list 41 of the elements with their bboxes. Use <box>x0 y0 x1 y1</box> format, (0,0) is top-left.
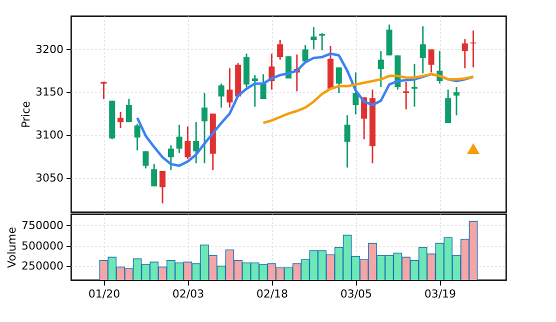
y-tick-label: 3200 <box>36 42 64 56</box>
candlestick <box>160 170 166 204</box>
candlestick <box>252 74 258 108</box>
candlestick <box>352 72 359 116</box>
candlestick <box>310 26 317 50</box>
candlestick <box>420 26 426 74</box>
candlestick <box>168 144 174 171</box>
candlestick <box>411 63 418 108</box>
candlestick <box>184 126 191 160</box>
candlestick <box>226 67 233 108</box>
y-tick-label: 750000 <box>22 218 64 232</box>
x-tick-label: 02/03 <box>172 288 204 300</box>
candlestick <box>344 114 350 168</box>
y-axis-title: Price <box>20 100 33 128</box>
candlestick <box>428 48 434 74</box>
x-tick-label: 03/05 <box>340 288 372 300</box>
x-tick-label: 02/18 <box>256 288 288 300</box>
candlestick <box>193 121 200 164</box>
candlestick <box>202 92 208 164</box>
candlestick <box>277 39 284 60</box>
candlestick <box>470 30 476 68</box>
candlestick <box>118 111 124 129</box>
candlestick <box>302 44 308 62</box>
candlestick <box>142 150 149 170</box>
x-tick-label: 01/20 <box>88 288 120 300</box>
y-tick-label: 3150 <box>36 86 64 99</box>
y-tick-label: 3050 <box>36 171 64 184</box>
candlestick <box>218 82 224 108</box>
candlestick <box>176 124 182 154</box>
y-tick-label: 3100 <box>36 128 64 142</box>
y-axis-title: Volume <box>6 226 19 268</box>
candlestick <box>453 86 460 116</box>
y-tick-label: 500000 <box>22 239 64 252</box>
candlestick <box>378 50 384 88</box>
candlestick <box>462 38 468 69</box>
candlestick <box>336 66 342 94</box>
candlestick <box>151 163 158 188</box>
y-tick-label: 250000 <box>22 260 64 273</box>
candlestick <box>126 98 132 123</box>
candlestick <box>134 123 140 152</box>
x-tick-label: 03/19 <box>424 288 456 300</box>
